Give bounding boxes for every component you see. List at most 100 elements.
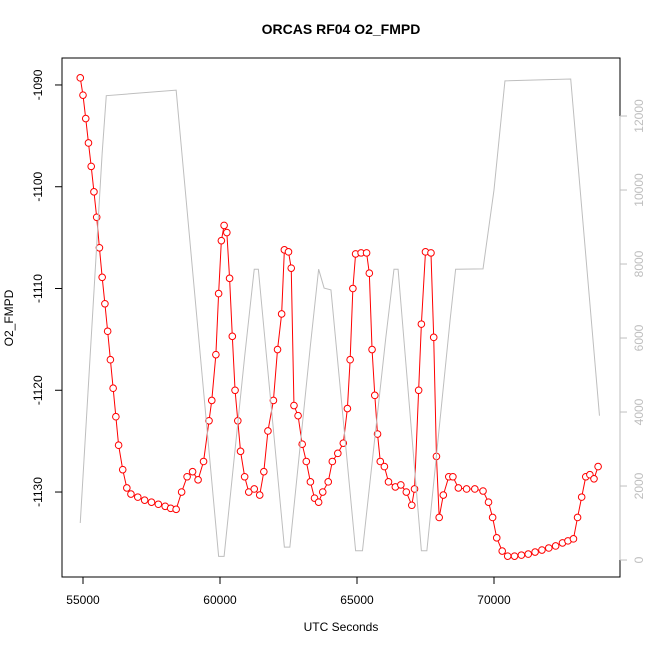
data-point — [343, 404, 352, 413]
y2-tick-label: 0 — [632, 556, 646, 563]
y-tick-label: -1110 — [31, 274, 45, 303]
data-point — [183, 472, 191, 481]
data-point — [225, 274, 234, 283]
data-point — [498, 547, 507, 555]
data-point — [488, 513, 497, 522]
data-point — [577, 493, 586, 501]
data-point — [172, 505, 180, 514]
data-point — [231, 386, 239, 395]
data-point — [103, 327, 112, 336]
data-point — [384, 478, 393, 486]
data-point — [370, 391, 379, 400]
data-point — [284, 248, 293, 256]
data-point — [101, 299, 109, 308]
data-point — [236, 447, 245, 456]
data-point — [414, 386, 423, 395]
y-axis-label: O2_FMPD — [2, 289, 16, 346]
data-point — [346, 355, 354, 364]
data-point — [140, 496, 149, 504]
data-point — [531, 548, 539, 556]
data-point — [362, 249, 371, 257]
x-axis-label: UTC Seconds — [304, 620, 379, 634]
data-point — [479, 487, 487, 495]
data-point — [264, 427, 272, 435]
y2-tick-label: 8000 — [632, 250, 646, 277]
data-point — [118, 465, 127, 474]
x-tick-label: 60000 — [203, 593, 237, 607]
data-point — [349, 284, 357, 293]
data-point — [287, 264, 296, 272]
data-point — [273, 345, 282, 354]
y2-tick-label: 12000 — [632, 99, 646, 133]
data-point — [471, 485, 479, 493]
x-tick-label: 65000 — [340, 593, 374, 607]
data-point — [380, 462, 389, 471]
data-point — [594, 462, 602, 471]
y-tick-label: -1120 — [31, 375, 45, 405]
data-point — [228, 332, 237, 341]
data-point — [484, 498, 493, 507]
data-point — [368, 345, 376, 354]
data-point — [199, 457, 208, 466]
data-point — [318, 488, 327, 496]
data-point — [79, 91, 87, 99]
data-point — [214, 289, 223, 298]
data-point — [177, 488, 186, 496]
data-point — [220, 221, 228, 230]
data-point — [517, 551, 526, 559]
data-point — [106, 355, 115, 364]
data-point — [538, 546, 546, 554]
data-point — [277, 310, 286, 318]
series-line — [79, 77, 599, 557]
data-point — [112, 412, 120, 421]
data-point — [429, 333, 438, 342]
data-point — [407, 501, 416, 510]
y-tick-label: -1090 — [31, 69, 45, 100]
data-point — [123, 484, 131, 492]
data-point — [205, 416, 213, 425]
data-point — [290, 401, 298, 410]
data-point — [376, 457, 385, 466]
data-point — [109, 384, 117, 393]
y-tick-label: -1130 — [31, 477, 45, 507]
data-point — [90, 188, 98, 196]
data-point — [462, 485, 471, 493]
data-point — [87, 162, 96, 171]
data-point — [573, 513, 582, 522]
data-point — [324, 478, 333, 486]
y2-tick-label: 4000 — [632, 398, 646, 425]
data-point — [212, 350, 220, 359]
data-point — [524, 550, 533, 558]
data-point — [449, 472, 457, 481]
data-point — [427, 249, 435, 257]
data-point — [207, 396, 216, 405]
data-point — [81, 114, 90, 123]
data-point — [439, 491, 448, 499]
data-point — [260, 467, 268, 476]
data-point — [365, 269, 374, 278]
data-point — [551, 542, 560, 550]
data-point — [194, 476, 202, 484]
y2-tick-label: 2000 — [632, 472, 646, 499]
data-point — [250, 485, 259, 493]
data-point — [492, 534, 501, 542]
series-line — [79, 78, 600, 557]
data-point — [217, 236, 226, 245]
data-point — [98, 273, 106, 282]
data-point — [544, 544, 553, 552]
y2-tick-label: 6000 — [632, 324, 646, 351]
data-point — [302, 457, 311, 466]
data-point — [84, 139, 93, 147]
data-point — [314, 498, 323, 507]
data-point — [402, 488, 411, 496]
data-point — [76, 74, 85, 82]
data-point — [328, 457, 337, 466]
data-point — [306, 478, 315, 486]
data-point — [503, 552, 512, 560]
y-tick-label: -1100 — [31, 172, 45, 202]
data-point — [154, 500, 163, 509]
data-point — [188, 467, 197, 476]
data-point — [510, 552, 519, 560]
data-point — [294, 411, 302, 420]
data-point — [255, 491, 264, 499]
